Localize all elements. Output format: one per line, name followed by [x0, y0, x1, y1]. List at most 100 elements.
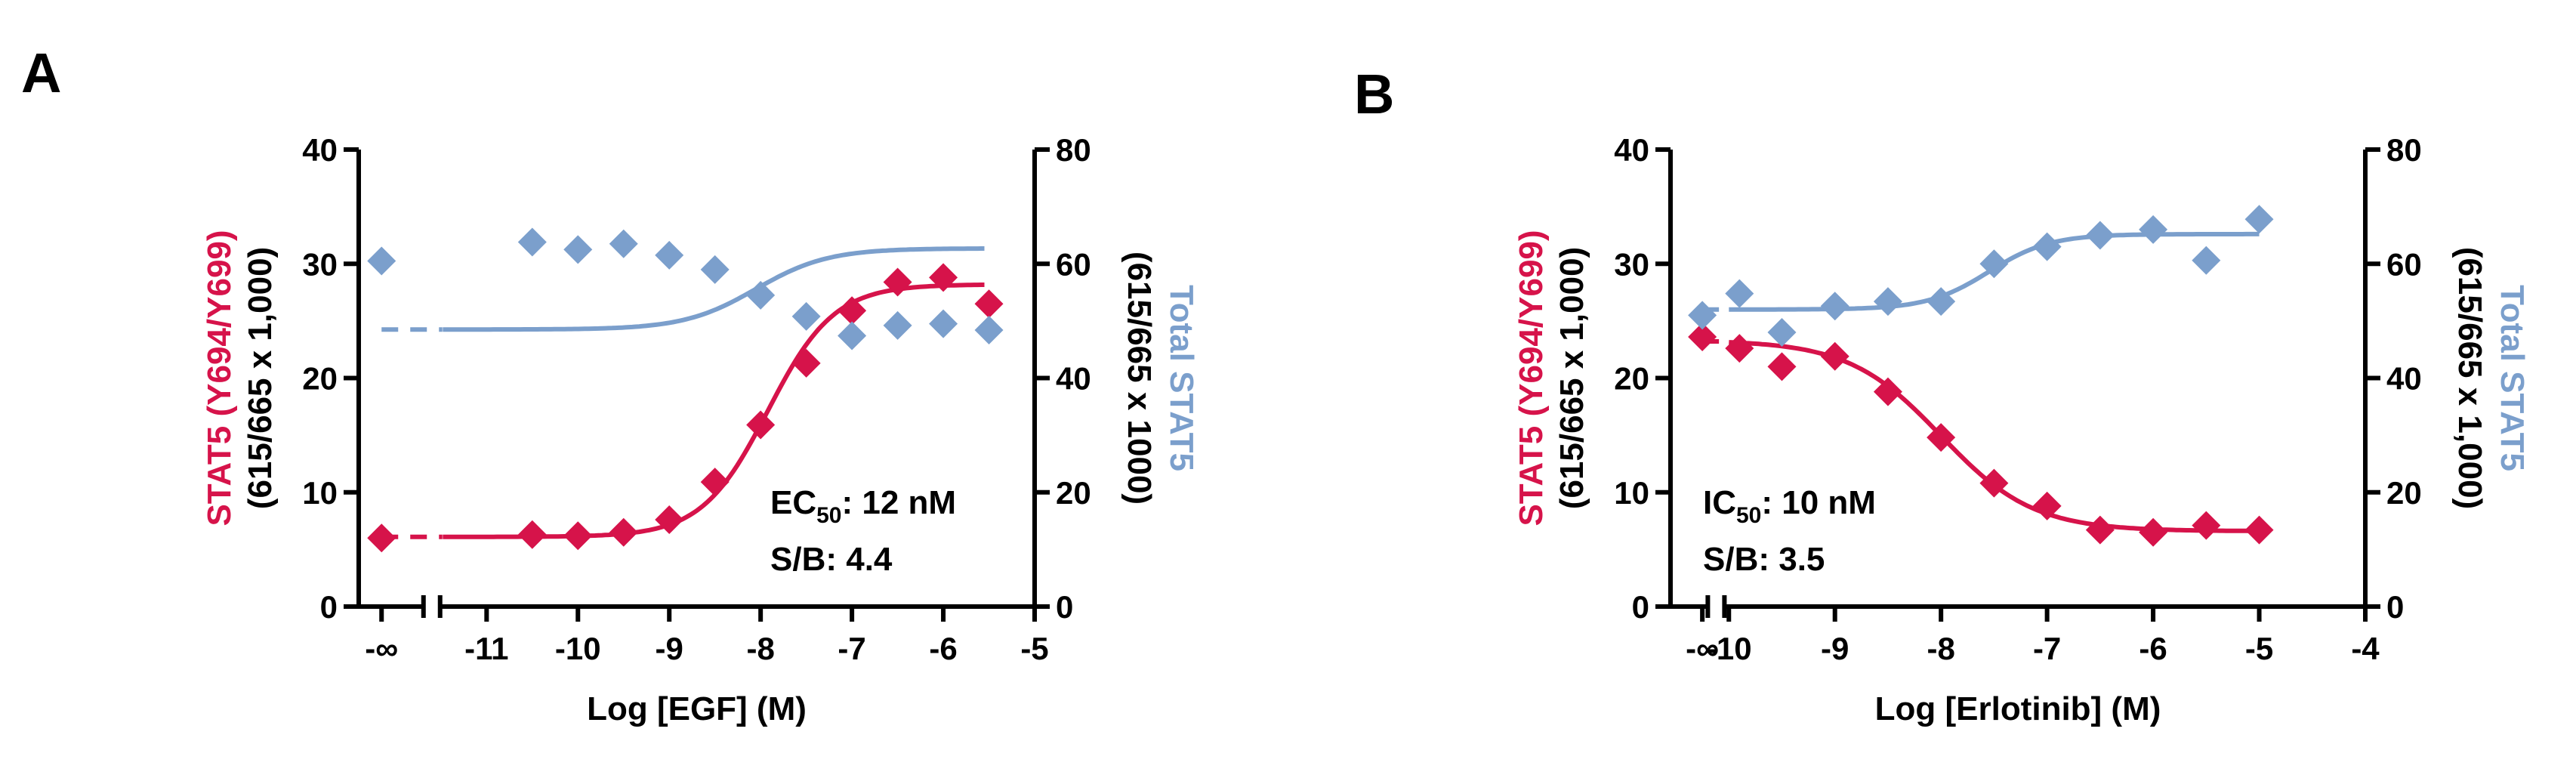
data-point: [367, 523, 396, 553]
y-right-tick-label: 80: [1056, 132, 1091, 168]
y-right-title-units: (615/665 x 1,000): [2451, 247, 2488, 509]
data-point: [609, 229, 638, 258]
x-tick-label: -7: [838, 631, 865, 666]
data-point: [838, 321, 867, 350]
data-point: [2032, 491, 2062, 520]
y-right-tick-label: 20: [1056, 475, 1091, 511]
data-point: [700, 255, 730, 284]
data-point: [1873, 287, 1902, 316]
y-right-title-units: (615/665 x 1000): [1121, 252, 1158, 505]
data-point: [2192, 245, 2221, 275]
y-right-tick-label: 60: [1056, 246, 1091, 282]
data-point: [1820, 341, 1849, 371]
data-point: [2085, 221, 2115, 250]
x-tick-label: -11: [464, 631, 508, 666]
y-left-tick-label: 0: [1632, 589, 1649, 625]
data-point: [2244, 515, 2274, 545]
data-point: [746, 410, 776, 440]
annotation-sb: S/B: 3.5: [1703, 541, 1825, 578]
y-right-tick-label: 80: [2386, 132, 2422, 168]
x-tick-label: -7: [2033, 631, 2061, 666]
y-left-tick-label: 10: [1614, 475, 1649, 511]
y-right-title-colored: Total STAT5: [2494, 285, 2531, 471]
data-point: [700, 468, 730, 497]
data-point: [517, 520, 547, 549]
y-right-tick-label: 40: [1056, 361, 1091, 397]
data-point: [2139, 517, 2168, 547]
data-point: [1688, 323, 1717, 352]
data-point: [1725, 279, 1754, 308]
data-point: [2085, 515, 2115, 545]
data-point: [929, 309, 958, 338]
fit-curve: [443, 246, 985, 332]
y-left-tick-label: 10: [302, 475, 338, 511]
data-point: [746, 280, 776, 310]
y-left-tick-label: 40: [1614, 132, 1649, 168]
y-left-title-colored: STAT5 (Y694/Y699): [1513, 230, 1550, 526]
chart-panel-b: B 0 10 20 30 40 0 20 40 60 80 -∞-10 -9 -8 -7 -6 -5 -4 Log …: [1354, 63, 2531, 727]
x-tick-label: -8: [746, 631, 774, 666]
y-left-title-colored: STAT5 (Y694/Y699): [201, 230, 238, 526]
annotation-sb: S/B: 4.4: [770, 541, 893, 578]
x-tick-label: -9: [1821, 631, 1849, 666]
y-left-tick-label: 40: [302, 132, 338, 168]
data-point: [974, 315, 1004, 344]
y-right-tick-label: 60: [2386, 246, 2422, 282]
data-point: [929, 263, 958, 292]
x-tick-label: -9: [656, 631, 683, 666]
panel-label: A: [21, 42, 61, 104]
x-tick-label: -10: [555, 631, 601, 666]
data-point: [883, 267, 912, 297]
data-point: [367, 246, 396, 276]
data-point: [655, 505, 684, 535]
x-axis-title: Log [Erlotinib] (M): [1875, 690, 2161, 727]
x-tick-label: -6: [2139, 631, 2167, 666]
data-point: [2139, 215, 2168, 244]
x-axis-title: Log [EGF] (M): [587, 690, 807, 727]
chart-panel-a: A 0 10 20 30 40 0 20 40 60 80 -∞ -11 -10 -9 -8 -7 -6 -5 Log…: [21, 42, 1200, 727]
y-left-tick-label: 20: [302, 361, 338, 397]
x-tick-label: -∞: [1686, 631, 1719, 666]
x-tick-label: -∞: [365, 631, 398, 666]
data-point: [655, 240, 684, 270]
data-point: [791, 301, 821, 331]
y-right-tick-label: 20: [2386, 475, 2422, 511]
y-right-tick-label: 40: [2386, 361, 2422, 397]
annotation-potency: IC50: 10 nM: [1703, 484, 1876, 528]
y-left-tick-label: 0: [320, 589, 338, 625]
panel-label: B: [1354, 63, 1394, 125]
x-tick-label: -10: [1706, 631, 1752, 666]
data-point: [517, 227, 547, 257]
x-tick-label: -4: [2351, 631, 2380, 666]
y-right-title-colored: Total STAT5: [1163, 285, 1200, 471]
data-point: [2244, 205, 2274, 234]
annotation-potency: EC50: 12 nM: [770, 484, 956, 528]
x-tick-label: -5: [2245, 631, 2273, 666]
data-point: [1688, 301, 1717, 330]
data-point: [563, 521, 593, 551]
data-point: [838, 296, 867, 326]
data-point: [1725, 334, 1754, 363]
data-point: [563, 235, 593, 264]
x-tick-label: -6: [929, 631, 957, 666]
data-point: [1767, 318, 1797, 347]
data-point: [974, 289, 1004, 319]
data-point: [609, 517, 638, 547]
data-point: [2032, 232, 2062, 261]
data-point: [1820, 292, 1849, 321]
data-point: [1979, 249, 2009, 279]
y-left-tick-label: 30: [302, 246, 338, 282]
y-left-title-units: (615/665 x 1,000): [242, 247, 279, 509]
data-point: [1979, 468, 2009, 498]
data-point: [883, 310, 912, 340]
y-left-tick-label: 20: [1614, 361, 1649, 397]
x-tick-label: -5: [1020, 631, 1048, 666]
data-point: [1767, 352, 1797, 381]
x-tick-label: -8: [1927, 631, 1954, 666]
data-point: [2192, 511, 2221, 540]
y-left-tick-label: 30: [1614, 246, 1649, 282]
data-point: [1927, 287, 1956, 316]
y-right-tick-label: 0: [2386, 589, 2404, 625]
data-point: [1927, 423, 1956, 452]
